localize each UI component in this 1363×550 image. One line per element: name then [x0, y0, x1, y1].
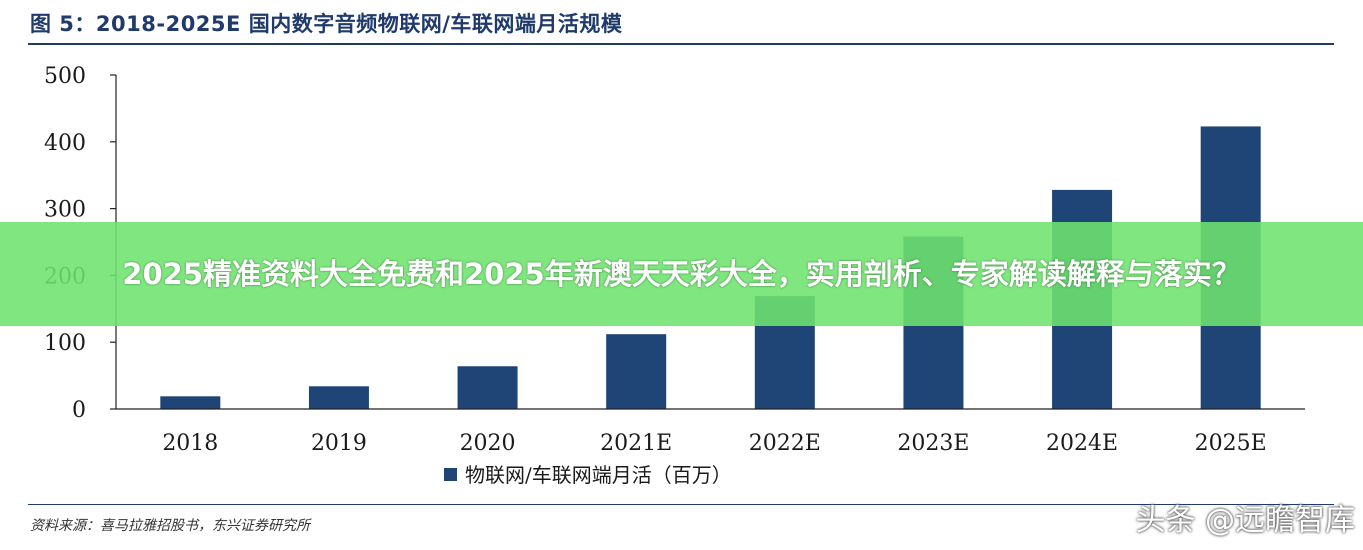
y-tick-label: 100: [44, 331, 86, 356]
source-note: 资料来源：喜马拉雅招股书，东兴证券研究所: [30, 518, 310, 534]
bottom-rule: [28, 504, 1334, 505]
y-tick-label: 400: [44, 131, 86, 156]
legend: 物联网/车联网端月活（百万）: [444, 463, 732, 487]
title-rule: [28, 43, 1334, 45]
x-tick-label: 2022E: [749, 431, 821, 456]
x-tick-label: 2025E: [1195, 431, 1267, 456]
watermark: 头条 @远瞻智库: [1135, 503, 1355, 538]
legend-swatch: [444, 468, 457, 481]
x-tick-label: 2021E: [600, 431, 672, 456]
x-axis: 2018 2019 2020 2021E 2022E 2023E 2024E 2025E: [116, 408, 1305, 456]
legend-label: 物联网/车联网端月活（百万）: [465, 463, 732, 487]
overlay-banner[interactable]: 2025精准资料大全免费和2025年新澳天天彩大全，实用剖析、专家解读解释与落实…: [0, 222, 1363, 326]
x-tick-label: 2023E: [897, 431, 969, 456]
x-tick-label: 2019: [311, 431, 367, 456]
bar-2018: [160, 396, 221, 409]
banner-text[interactable]: 2025精准资料大全免费和2025年新澳天天彩大全，实用剖析、专家解读解释与落实…: [122, 256, 1241, 291]
y-tick-label: 300: [44, 198, 86, 223]
x-tick-label: 2020: [460, 431, 516, 456]
x-tick-label: 2024E: [1046, 431, 1118, 456]
bar-2021E: [606, 334, 667, 409]
figure-title: 图 5：2018-2025E 国内数字音频物联网/车联网端月活规模: [30, 12, 623, 36]
bar-2020: [457, 366, 518, 409]
y-tick-label: 0: [72, 398, 86, 423]
bar-2019: [308, 386, 369, 409]
x-tick-label: 2018: [162, 431, 218, 456]
y-tick-label: 500: [44, 64, 86, 89]
